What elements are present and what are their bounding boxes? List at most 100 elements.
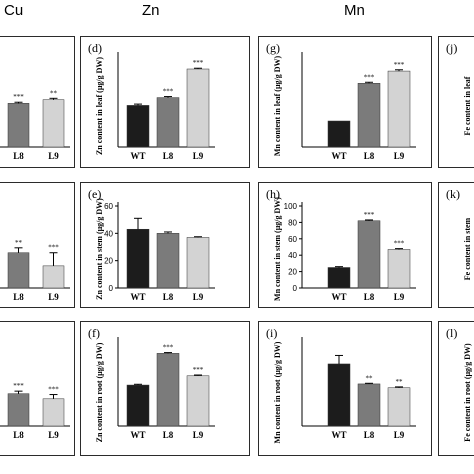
significance-mn_stem-L9: ***: [394, 240, 405, 248]
category-label-mn_stem-L9: L9: [394, 292, 405, 302]
panel-label-fe_stem: (k): [446, 187, 460, 201]
category-label-zn_stem-L8: L8: [163, 292, 174, 302]
significance-cu_root-L9: ***: [48, 386, 59, 394]
bar-mn_leaf-L9: [387, 70, 411, 148]
bar-zn_root-L8: [156, 353, 180, 427]
y-axis-label-zn_stem: Zn content in stem (μg/g DW): [95, 198, 104, 300]
bar-mn_root-WT: [327, 363, 351, 427]
category-label-zn_root-L9: L9: [193, 430, 204, 440]
y-axis-label-mn_stem: Mn content in stem (μg/g DW): [273, 197, 282, 301]
category-label-mn_root-L8: L8: [364, 430, 375, 440]
bar-mn_leaf-L8: [357, 83, 381, 148]
category-label-mn_root-L9: L9: [394, 430, 405, 440]
bar-cu_stem-L8: [7, 252, 30, 289]
bar-zn_stem-L8: [156, 233, 180, 289]
category-label-zn_root-L8: L8: [163, 430, 174, 440]
category-label-mn_leaf-WT: WT: [331, 151, 346, 161]
significance-zn_leaf-L9: ***: [193, 59, 204, 67]
panel-frame-fe_root: [438, 321, 474, 456]
category-label-zn_stem-L9: L9: [193, 292, 204, 302]
significance-zn_leaf-L8: ***: [163, 88, 174, 96]
significance-mn_stem-L8: ***: [364, 211, 375, 219]
y-axis-label-fe_leaf: Fe content in leaf: [463, 76, 472, 135]
panel-label-zn_stem: (e): [88, 187, 101, 201]
y-axis-label-zn_root: Zn content in root (μg/g DW): [95, 342, 104, 442]
category-label-cu_root-L8: L8: [13, 430, 24, 440]
category-label-zn_stem-WT: WT: [130, 292, 145, 302]
panel-frame-fe_stem: [438, 182, 474, 308]
panel-frame-mn_stem: [258, 182, 432, 308]
bar-zn_leaf-L9: [186, 68, 210, 148]
category-label-zn_leaf-L9: L9: [193, 151, 204, 161]
y-axis-label-fe_root: Fe content in root (μg/g DW): [463, 343, 472, 442]
significance-mn_root-L9: **: [396, 378, 404, 386]
panel-frame-cu_root: [0, 321, 75, 456]
category-label-zn_leaf-WT: WT: [130, 151, 145, 161]
category-label-cu_leaf-L8: L8: [13, 151, 24, 161]
panel-label-mn_stem: (h): [266, 187, 280, 201]
y-axis-label-mn_leaf: Mn content in leaf (μg/g DW): [273, 56, 282, 157]
significance-cu_root-L8: ***: [13, 382, 24, 390]
bar-mn_stem-L8: [357, 220, 381, 289]
bar-mn_leaf-WT: [327, 120, 351, 148]
panel-frame-mn_root: [258, 321, 432, 456]
category-label-cu_stem-L8: L8: [13, 292, 24, 302]
bar-zn_root-L9: [186, 375, 210, 427]
y-axis-label-zn_leaf: Zn content in leaf (μg/g DW): [95, 57, 104, 155]
panel-label-zn_leaf: (d): [88, 41, 102, 55]
panel-frame-zn_stem: [80, 182, 250, 308]
bar-zn_stem-L9: [186, 237, 210, 289]
column-header-zn: Zn: [142, 2, 160, 19]
category-label-cu_leaf-L9: L9: [48, 151, 59, 161]
bar-cu_leaf-L9: [42, 99, 65, 148]
panel-frame-zn_leaf: [80, 36, 250, 168]
y-tick-label-mn_stem: 100: [284, 202, 298, 211]
category-label-zn_leaf-L8: L8: [163, 151, 174, 161]
category-label-zn_root-WT: WT: [130, 430, 145, 440]
panel-frame-fe_leaf: [438, 36, 474, 168]
category-label-mn_leaf-L8: L8: [364, 151, 375, 161]
bar-mn_root-L9: [387, 387, 411, 427]
y-tick-label-zn_stem: 20: [104, 257, 113, 266]
bar-cu_leaf-L8: [7, 103, 30, 148]
column-header-cu: Cu: [4, 2, 24, 19]
category-label-cu_stem-L9: L9: [48, 292, 59, 302]
category-label-mn_leaf-L9: L9: [394, 151, 405, 161]
y-axis-label-mn_root: Mn content in root (μg/g DW): [273, 341, 282, 443]
significance-cu_leaf-L9: **: [50, 89, 58, 97]
significance-mn_leaf-L9: ***: [394, 61, 405, 69]
significance-zn_root-L9: ***: [193, 366, 204, 374]
column-header-mn: Mn: [344, 2, 365, 19]
significance-cu_stem-L9: ***: [48, 244, 59, 252]
panel-frame-mn_leaf: [258, 36, 432, 168]
y-tick-label-mn_stem: 20: [288, 268, 297, 277]
panel-frame-cu_leaf: [0, 36, 75, 168]
bar-mn_stem-WT: [327, 267, 351, 289]
bar-mn_root-L8: [357, 383, 381, 427]
bar-cu_stem-L9: [42, 265, 65, 289]
y-tick-label-mn_stem: 0: [293, 284, 298, 293]
bar-zn_root-WT: [126, 384, 150, 427]
y-axis-label-fe_stem: Fe content in stem: [463, 217, 472, 280]
panel-label-mn_root: (i): [266, 326, 277, 340]
panel-frame-cu_stem: [0, 182, 75, 308]
bar-mn_stem-L9: [387, 249, 411, 289]
y-tick-label-mn_stem: 40: [288, 251, 297, 260]
bar-cu_root-L9: [42, 398, 65, 427]
significance-cu_stem-L8: **: [15, 239, 23, 247]
significance-cu_leaf-L8: ***: [13, 93, 24, 101]
panel-label-fe_root: (l): [446, 326, 457, 340]
panel-label-zn_root: (f): [88, 326, 100, 340]
significance-zn_root-L8: ***: [163, 344, 174, 352]
category-label-mn_stem-WT: WT: [331, 292, 346, 302]
significance-mn_leaf-L8: ***: [364, 73, 375, 81]
category-label-mn_stem-L8: L8: [364, 292, 375, 302]
significance-mn_root-L8: **: [366, 374, 374, 382]
y-tick-label-zn_stem: 60: [104, 202, 113, 211]
y-tick-label-zn_stem: 40: [104, 229, 113, 238]
panel-label-mn_leaf: (g): [266, 41, 280, 55]
y-tick-label-zn_stem: 0: [109, 284, 114, 293]
bar-zn_stem-WT: [126, 228, 150, 289]
bar-cu_root-L8: [7, 393, 30, 427]
